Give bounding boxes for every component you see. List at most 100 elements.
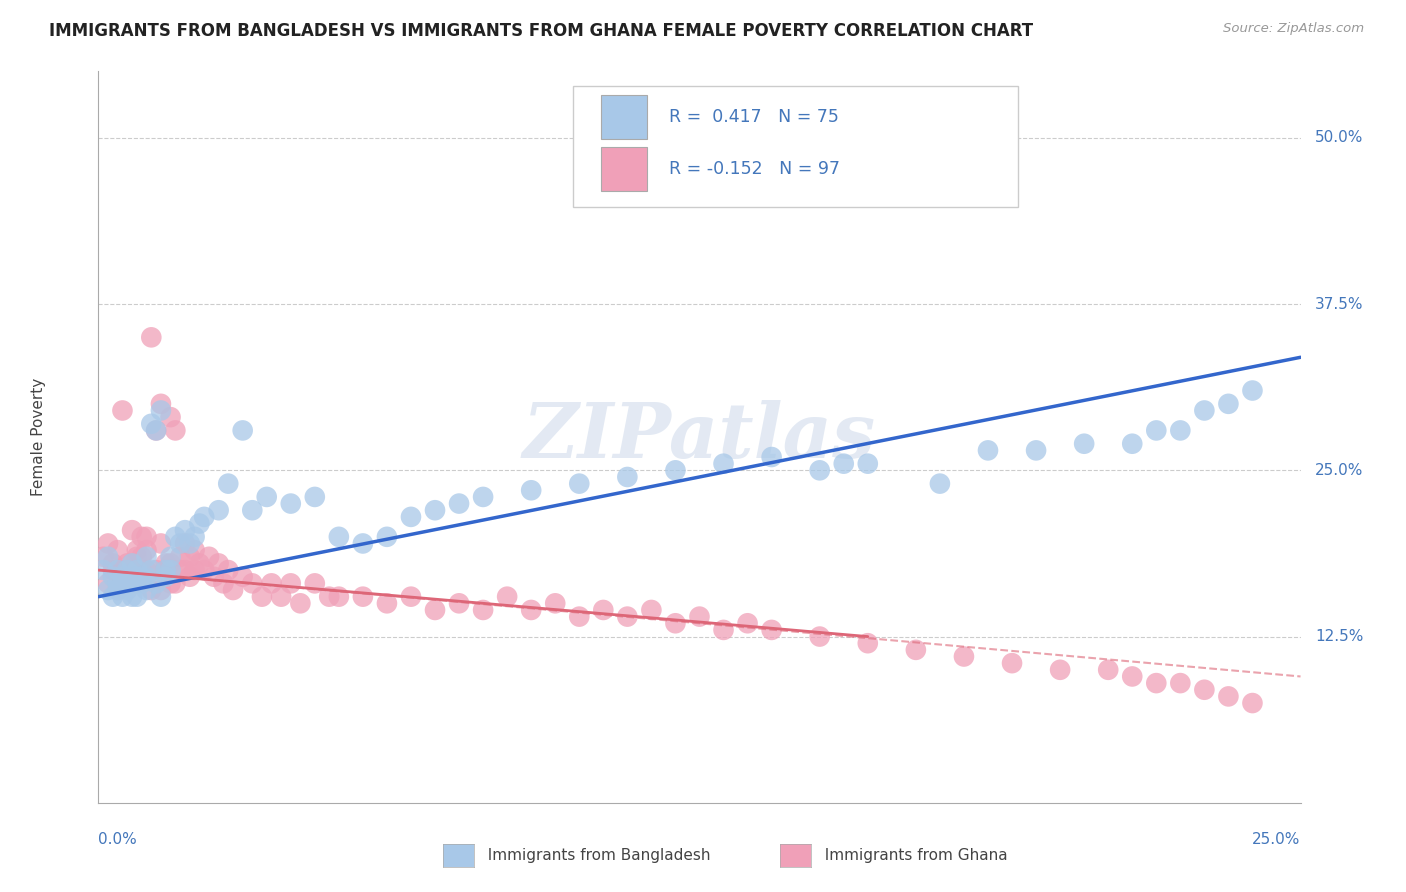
Point	[131, 576, 153, 591]
Point	[1218, 397, 1240, 411]
Point	[141, 582, 163, 597]
Point	[212, 576, 235, 591]
Point	[111, 576, 134, 591]
Point	[1121, 669, 1143, 683]
Point	[101, 557, 124, 571]
Point	[423, 603, 446, 617]
Point	[1001, 656, 1024, 670]
Point	[174, 536, 197, 550]
Point	[155, 563, 177, 577]
Point	[159, 563, 181, 577]
Point	[240, 576, 263, 591]
Point	[318, 590, 340, 604]
Point	[198, 549, 221, 564]
Point	[188, 557, 211, 571]
Point	[141, 417, 163, 431]
Point	[1025, 443, 1047, 458]
Point	[808, 630, 831, 644]
Point	[640, 603, 662, 617]
Point	[688, 609, 710, 624]
Point	[125, 563, 148, 577]
Point	[208, 503, 231, 517]
Point	[183, 530, 205, 544]
Point	[616, 470, 638, 484]
Point	[1049, 663, 1071, 677]
Point	[155, 563, 177, 577]
Point	[183, 563, 205, 577]
Point	[202, 570, 225, 584]
Text: ZIPatlas: ZIPatlas	[523, 401, 876, 474]
Text: 25.0%: 25.0%	[1315, 463, 1364, 478]
Point	[832, 457, 855, 471]
Point	[141, 563, 163, 577]
Point	[135, 563, 157, 577]
Point	[423, 503, 446, 517]
Point	[179, 549, 201, 564]
FancyBboxPatch shape	[600, 95, 647, 139]
Point	[208, 557, 231, 571]
Point	[111, 403, 134, 417]
Text: Immigrants from Ghana: Immigrants from Ghana	[815, 848, 1008, 863]
Point	[1144, 424, 1167, 438]
Point	[856, 457, 879, 471]
Point	[121, 563, 143, 577]
Point	[107, 563, 129, 577]
Point	[125, 549, 148, 564]
Point	[304, 490, 326, 504]
Point	[193, 509, 215, 524]
Text: R =  0.417   N = 75: R = 0.417 N = 75	[669, 109, 839, 127]
Point	[101, 563, 124, 577]
Point	[1144, 676, 1167, 690]
Point	[117, 563, 139, 577]
Point	[222, 582, 245, 597]
Point	[304, 576, 326, 591]
Point	[217, 563, 239, 577]
Point	[375, 530, 398, 544]
Point	[117, 563, 139, 577]
Point	[159, 549, 181, 564]
Point	[260, 576, 283, 591]
Point	[131, 570, 153, 584]
Point	[91, 563, 114, 577]
Point	[928, 476, 950, 491]
Point	[713, 623, 735, 637]
Point	[568, 476, 591, 491]
Text: 0.0%: 0.0%	[98, 832, 138, 847]
Point	[131, 549, 153, 564]
Point	[131, 570, 153, 584]
Text: 25.0%: 25.0%	[1253, 832, 1301, 847]
Point	[232, 424, 254, 438]
Text: Immigrants from Bangladesh: Immigrants from Bangladesh	[478, 848, 710, 863]
Point	[91, 549, 114, 564]
Point	[183, 543, 205, 558]
Point	[447, 497, 470, 511]
Point	[159, 557, 181, 571]
Point	[616, 609, 638, 624]
Point	[1194, 403, 1216, 417]
Point	[520, 603, 543, 617]
Point	[808, 463, 831, 477]
Point	[664, 463, 686, 477]
Point	[352, 590, 374, 604]
Point	[1194, 682, 1216, 697]
Point	[117, 576, 139, 591]
Point	[97, 536, 120, 550]
Point	[240, 503, 263, 517]
Point	[520, 483, 543, 498]
Point	[664, 616, 686, 631]
Point	[280, 576, 302, 591]
Point	[496, 590, 519, 604]
Point	[447, 596, 470, 610]
Point	[904, 643, 927, 657]
Point	[125, 543, 148, 558]
Point	[1170, 424, 1192, 438]
Point	[375, 596, 398, 610]
Point	[107, 543, 129, 558]
Point	[1241, 384, 1264, 398]
Point	[1073, 436, 1095, 450]
Point	[135, 549, 157, 564]
Point	[1241, 696, 1264, 710]
Point	[568, 609, 591, 624]
Point	[188, 516, 211, 531]
Point	[169, 563, 191, 577]
